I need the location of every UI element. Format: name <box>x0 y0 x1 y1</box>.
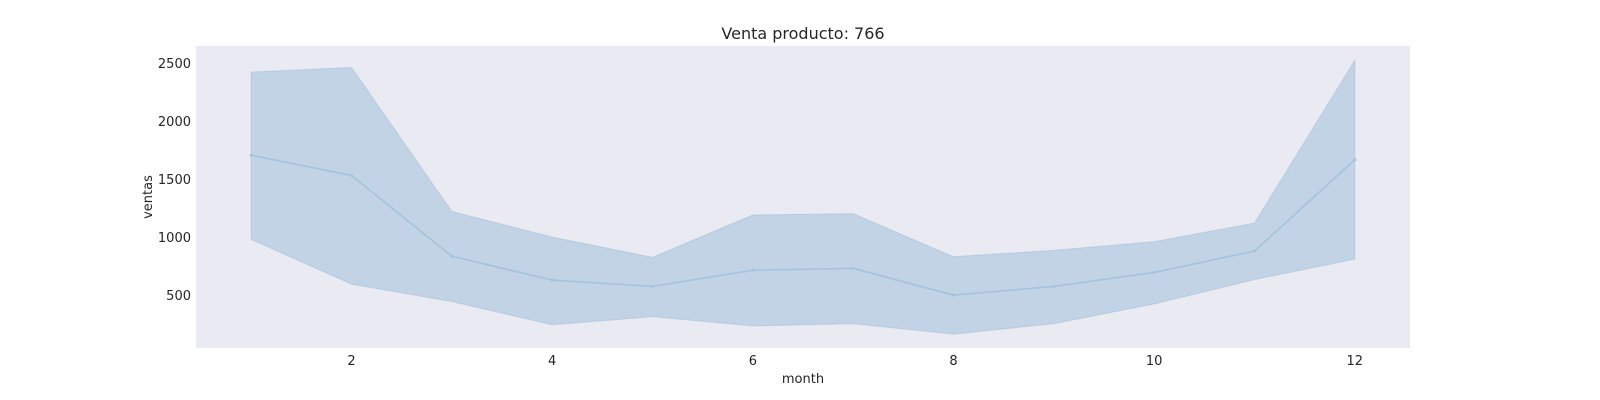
data-point-7 <box>851 266 855 270</box>
y-axis-ticks: 500 1000 1500 2000 2500 <box>158 57 191 304</box>
data-point-12 <box>1353 158 1357 162</box>
data-point-9 <box>1052 284 1056 288</box>
x-tick-label: 6 <box>749 354 757 369</box>
chart-title: Venta producto: 766 <box>721 24 884 43</box>
data-point-6 <box>751 268 755 272</box>
x-axis-ticks: 2 4 6 8 10 12 <box>347 354 1363 369</box>
data-point-5 <box>651 284 655 288</box>
x-axis-label: month <box>782 372 824 387</box>
x-tick-label: 4 <box>548 354 556 369</box>
data-point-4 <box>550 278 554 282</box>
y-tick-label: 1000 <box>158 231 191 246</box>
y-tick-label: 500 <box>166 289 191 304</box>
y-tick-label: 2500 <box>158 57 191 72</box>
series-line-layer <box>249 153 1357 297</box>
x-tick-label: 8 <box>949 354 957 369</box>
y-tick-label: 1500 <box>158 173 191 188</box>
data-point-11 <box>1252 249 1256 253</box>
x-tick-label: 12 <box>1347 354 1364 369</box>
confidence-band-0 <box>250 58 1356 335</box>
data-point-3 <box>450 254 454 258</box>
series-line-0 <box>251 154 1356 296</box>
x-tick-label: 10 <box>1146 354 1163 369</box>
data-point-1 <box>249 153 253 157</box>
data-point-2 <box>350 174 354 178</box>
data-point-10 <box>1152 271 1156 274</box>
y-tick-label: 2000 <box>158 115 191 130</box>
y-axis-label: ventas <box>141 175 156 219</box>
data-point-8 <box>951 293 955 297</box>
confidence-band-layer <box>250 58 1356 335</box>
x-tick-label: 2 <box>347 354 355 369</box>
